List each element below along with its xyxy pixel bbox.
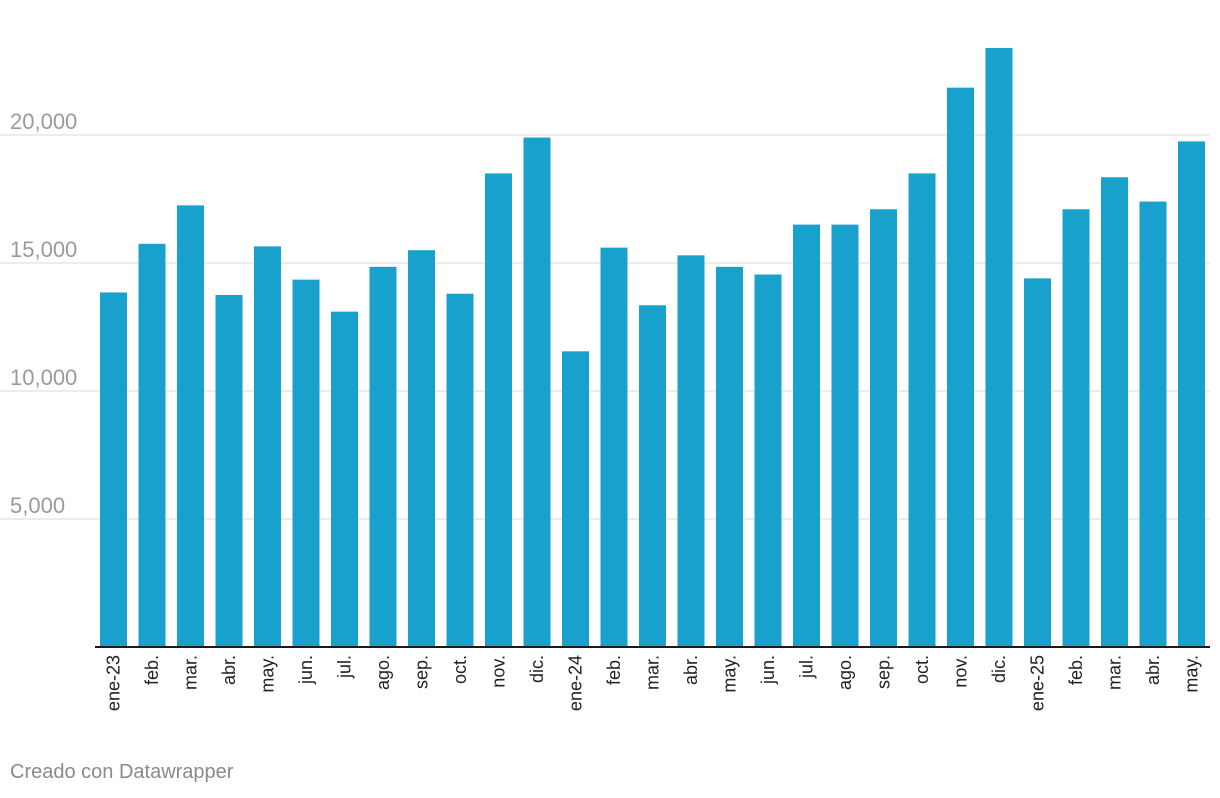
bar bbox=[177, 205, 204, 647]
x-tick-label: dic. bbox=[527, 655, 547, 683]
x-tick-label: mar. bbox=[1105, 655, 1125, 690]
x-tick-label: may. bbox=[1182, 655, 1202, 693]
x-tick-label: ago. bbox=[373, 655, 393, 690]
bar bbox=[485, 173, 512, 647]
bar bbox=[1139, 201, 1167, 647]
y-tick-label: 5,000 bbox=[10, 493, 65, 518]
bar bbox=[793, 224, 820, 647]
x-tick-label: ene-24 bbox=[566, 655, 586, 711]
bar bbox=[138, 243, 166, 648]
x-tick-label: may. bbox=[720, 655, 740, 693]
y-tick-label: 20,000 bbox=[10, 109, 77, 134]
bar bbox=[1101, 177, 1128, 648]
bar bbox=[1024, 278, 1051, 647]
x-tick-label: abr. bbox=[681, 655, 701, 685]
x-tick-label: mar. bbox=[643, 655, 663, 690]
bar bbox=[677, 255, 705, 647]
x-tick-label: may. bbox=[258, 655, 278, 693]
x-axis-ticks: ene-23 feb. mar. abr. may. jun. jul. ago. sep. oc… bbox=[104, 655, 1202, 711]
x-tick-label: feb. bbox=[604, 655, 624, 685]
x-tick-label: jul. bbox=[797, 655, 817, 679]
x-tick-label: oct. bbox=[450, 655, 470, 684]
bar bbox=[716, 266, 743, 647]
x-tick-label: feb. bbox=[142, 655, 162, 685]
bar bbox=[100, 292, 127, 647]
bar bbox=[600, 247, 628, 647]
x-tick-label: mar. bbox=[181, 655, 201, 690]
bar bbox=[292, 279, 320, 647]
bar bbox=[369, 266, 397, 647]
bar bbox=[1178, 141, 1205, 647]
x-tick-label: sep. bbox=[874, 655, 894, 689]
x-tick-label: abr. bbox=[1143, 655, 1163, 685]
bar bbox=[408, 250, 435, 647]
bar bbox=[446, 293, 474, 647]
bar bbox=[831, 224, 859, 647]
x-tick-label: jun. bbox=[758, 655, 778, 685]
bar bbox=[908, 173, 936, 647]
bar bbox=[331, 311, 358, 647]
x-tick-label: jun. bbox=[296, 655, 316, 685]
x-tick-label: ene-25 bbox=[1028, 655, 1048, 711]
bar bbox=[639, 305, 666, 647]
y-axis-ticks: 5,000 10,000 15,000 20,000 bbox=[10, 109, 77, 518]
x-tick-label: dic. bbox=[989, 655, 1009, 683]
bar-chart: 5,000 10,000 15,000 20,000 ene-23 feb. mar. ab… bbox=[0, 47, 1210, 711]
x-tick-label: feb. bbox=[1066, 655, 1086, 685]
x-tick-label: abr. bbox=[219, 655, 239, 685]
bar bbox=[523, 137, 551, 647]
x-tick-label: ago. bbox=[835, 655, 855, 690]
x-tick-label: nov. bbox=[489, 655, 509, 688]
y-tick-label: 15,000 bbox=[10, 237, 77, 262]
x-tick-label: ene-23 bbox=[104, 655, 124, 711]
x-tick-label: jul. bbox=[335, 655, 355, 679]
bar bbox=[985, 47, 1013, 647]
x-tick-label: oct. bbox=[912, 655, 932, 684]
x-tick-label: nov. bbox=[951, 655, 971, 688]
bar bbox=[870, 209, 897, 648]
x-tick-label: sep. bbox=[412, 655, 432, 689]
bar bbox=[754, 274, 782, 647]
bar bbox=[1062, 209, 1090, 648]
bars bbox=[100, 47, 1205, 648]
y-tick-label: 10,000 bbox=[10, 365, 77, 390]
bar bbox=[215, 295, 243, 647]
credit-text: Creado con Datawrapper bbox=[10, 761, 234, 783]
bar bbox=[947, 87, 974, 647]
bar bbox=[254, 246, 281, 648]
bar bbox=[562, 351, 589, 647]
